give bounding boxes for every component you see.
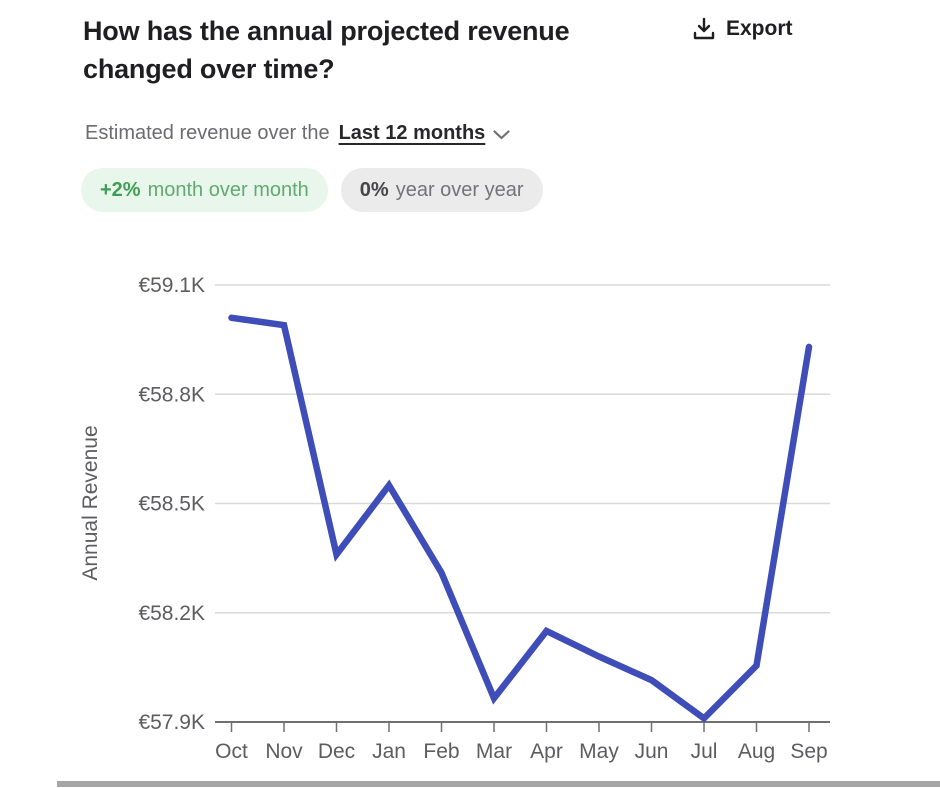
mom-label: month over month [147, 178, 309, 201]
x-tick-label: Dec [318, 740, 355, 763]
export-label: Export [726, 17, 793, 40]
period-dropdown[interactable]: Last 12 months [339, 122, 511, 145]
x-tick-label: Jan [372, 740, 406, 763]
download-icon [693, 17, 715, 41]
yoy-label: year over year [395, 178, 524, 201]
x-tick-label: Aug [738, 740, 775, 763]
x-tick-label: Jul [691, 740, 718, 763]
chevron-down-icon [493, 130, 510, 140]
x-tick-label: Mar [476, 740, 512, 763]
x-tick-label: Nov [265, 740, 303, 763]
mom-value: +2% [100, 178, 141, 201]
x-tick-label: Feb [423, 740, 459, 763]
y-tick-label: €58.8K [138, 383, 205, 406]
x-tick-label: Sep [790, 740, 827, 763]
period-selected-value: Last 12 months [338, 122, 486, 144]
y-tick-label: €58.2K [138, 602, 205, 625]
stats-badge-row: +2% month over month 0% year over year [81, 168, 543, 212]
export-button[interactable]: Export [693, 17, 793, 41]
yoy-value: 0% [359, 178, 389, 201]
y-tick-label: €59.1K [138, 274, 205, 297]
y-axis-title: Annual Revenue [79, 425, 102, 580]
period-filter-row: Estimated revenue over the Last 12 month… [85, 122, 510, 145]
revenue-line [228, 314, 813, 723]
y-tick-label: €58.5K [138, 493, 205, 516]
bottom-divider [57, 781, 940, 787]
month-over-month-badge: +2% month over month [81, 168, 328, 212]
year-over-year-badge: 0% year over year [340, 168, 543, 212]
x-tick-label: Jun [635, 740, 669, 763]
y-tick-label: €57.9K [138, 711, 205, 734]
page-title: How has the annual projected revenue cha… [83, 16, 570, 84]
filter-prefix-label: Estimated revenue over the [85, 122, 330, 144]
x-tick-label: Apr [530, 740, 563, 763]
x-tick-label: Oct [215, 740, 248, 763]
x-tick-label: May [579, 740, 619, 763]
